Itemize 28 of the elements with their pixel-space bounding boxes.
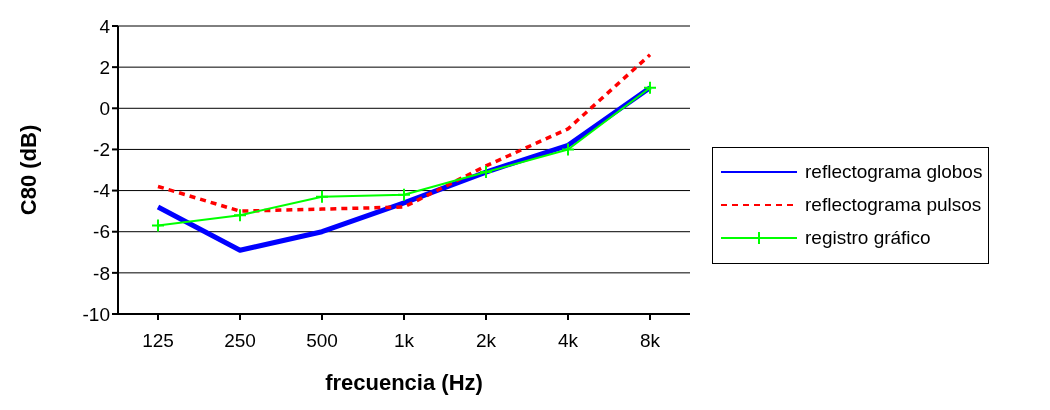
y-tick-label: -6 — [93, 221, 110, 243]
point — [397, 187, 411, 202]
point — [479, 165, 493, 180]
line-series — [156, 53, 652, 213]
y-tick-label: 2 — [99, 56, 110, 78]
x-tick-label: 2k — [475, 330, 497, 352]
legend-label: reflectograma globos — [805, 161, 983, 183]
x-tick-label: 1k — [393, 330, 415, 352]
point — [233, 208, 247, 223]
point — [561, 142, 575, 157]
y-tick-label: -10 — [82, 303, 110, 325]
point — [643, 80, 657, 95]
point — [151, 218, 165, 233]
x-tick-label: 500 — [306, 330, 338, 352]
y-tick-label: -4 — [93, 180, 111, 202]
x-tick-label: 8k — [639, 330, 661, 352]
y-tick-label: 4 — [99, 15, 111, 37]
x-tick-label: 250 — [224, 330, 256, 352]
legend-label: registro gráfico — [805, 227, 931, 249]
y-tick-label: -8 — [93, 262, 110, 284]
x-tick-label: 4k — [557, 330, 579, 352]
x-tick-label: 125 — [142, 330, 174, 352]
point — [315, 189, 329, 204]
y-tick-label: 0 — [99, 98, 110, 120]
x-axis-title: frecuencia (Hz) — [325, 370, 483, 395]
y-axis-title: C80 (dB) — [15, 124, 41, 216]
y-tick-label: -2 — [93, 139, 110, 161]
legend-label: reflectograma pulsos — [805, 194, 982, 216]
